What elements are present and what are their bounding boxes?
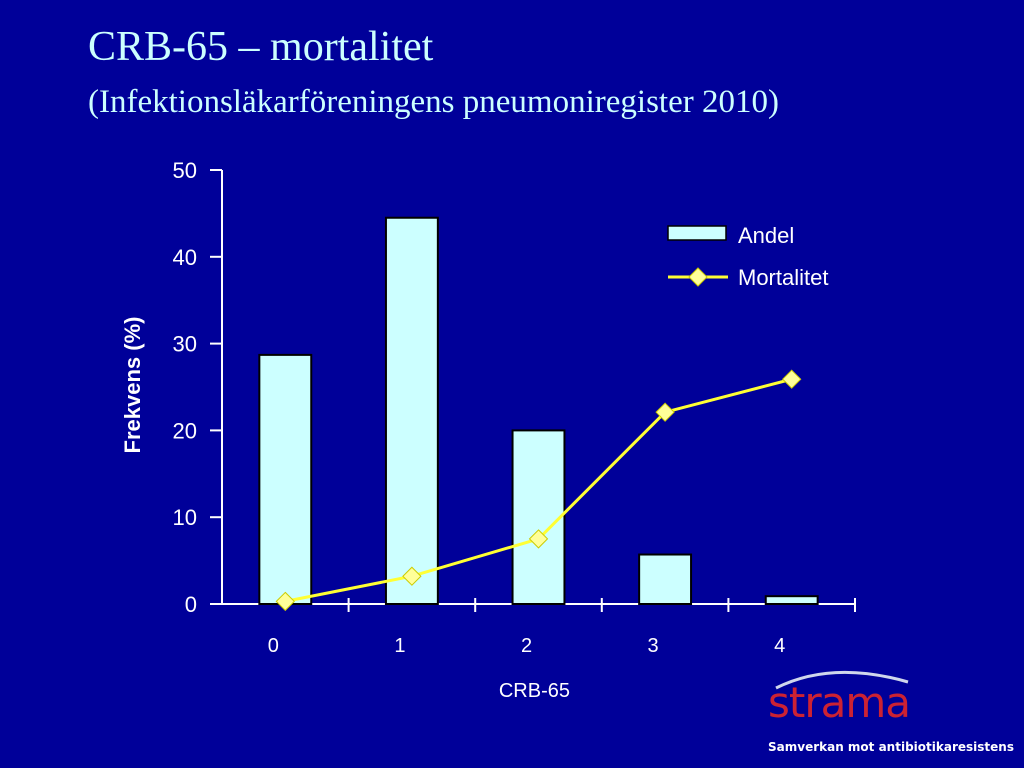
mortality-series (275, 369, 802, 612)
bar-andel (258, 353, 313, 605)
legend-swatch-andel (667, 225, 727, 241)
y-tick-label: 50 (173, 158, 197, 183)
point-mortalitet (275, 591, 296, 612)
strama-logo: strama Samverkan mot antibiotikaresisten… (752, 664, 1024, 768)
x-tick-label: 2 (521, 635, 532, 657)
x-tick-label: 4 (774, 635, 785, 657)
bar-andel (384, 216, 439, 606)
legend-label-andel: Andel (738, 223, 794, 248)
legend-marker-mortalitet (688, 267, 708, 287)
y-tick-label: 40 (173, 245, 197, 270)
x-tick-label: 1 (394, 635, 405, 657)
bar-andel (764, 595, 819, 605)
y-tick-label: 30 (173, 332, 197, 357)
y-tick-label: 10 (173, 505, 197, 530)
bars (258, 216, 819, 606)
y-tick-label: 0 (185, 592, 197, 617)
point-mortalitet (781, 369, 802, 389)
point-mortalitet (402, 566, 422, 586)
legend-label-mortalitet: Mortalitet (738, 265, 828, 290)
slide-title: CRB-65 – mortalitet (88, 24, 434, 70)
y-axis-label: Frekvens (%) (120, 317, 145, 454)
logo-tagline: Samverkan mot antibiotikaresistens (768, 740, 1014, 754)
legend: Andel Mortalitet (667, 223, 828, 290)
x-axis-label: CRB-65 (499, 680, 570, 702)
slide-subtitle: (Infektionsläkarföreningens pneumoniregi… (88, 84, 779, 120)
x-tick-label: 3 (648, 635, 659, 657)
bar-andel (638, 553, 693, 605)
point-mortalitet (528, 529, 549, 549)
logo-arc-icon (775, 670, 909, 690)
point-mortalitet (655, 402, 675, 422)
bar-andel (511, 429, 566, 605)
x-tick-label: 0 (268, 635, 279, 657)
y-tick-label: 20 (173, 418, 197, 443)
logo-wordmark: strama (768, 678, 911, 727)
tick-labels: 0 10 20 30 40 50 0 1 2 3 4 (173, 158, 786, 657)
axes (210, 169, 856, 612)
